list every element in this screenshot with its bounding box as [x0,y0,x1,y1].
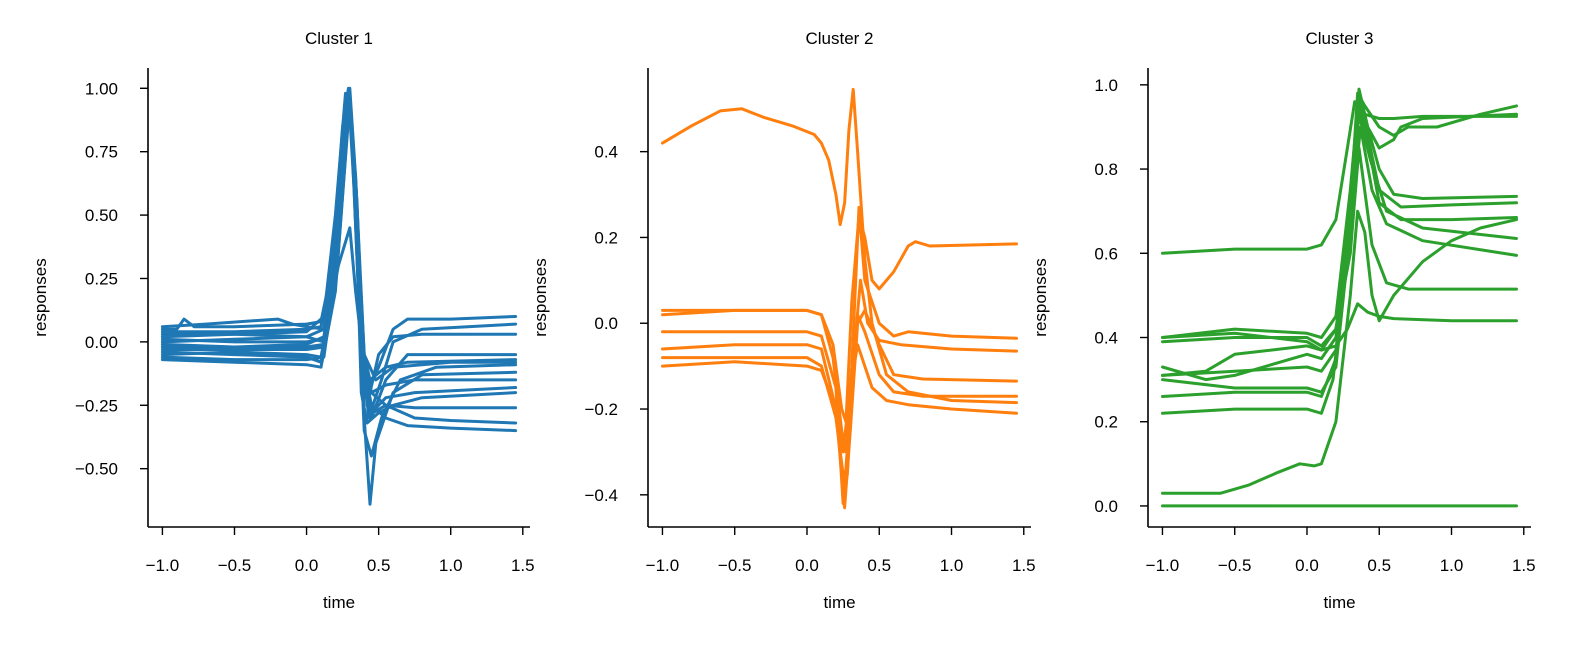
series-line [160,226,518,395]
x-axis-label: time [323,593,355,612]
x-tick-label: 1.0 [439,556,463,575]
y-tick-label: 1.0 [1094,76,1118,95]
y-tick-label: −0.4 [584,486,618,505]
series-line [661,205,1018,454]
x-tick-label: 0.0 [1295,556,1319,575]
y-axis-label: responses [31,258,50,336]
x-tick-label: 1.0 [940,556,964,575]
series-line [160,94,518,415]
x-tick-label: 0.5 [367,556,391,575]
x-tick-label: −0.5 [718,556,752,575]
x-tick-label: 0.0 [295,556,319,575]
subplot-3: −1.0 −0.5 0.0 0.5 1.0 1.5 0.0 0.2 0.4 0.6 0.8 1.0 Cl… [1031,29,1536,612]
y-tick-label: 1.00 [85,79,118,98]
y-tick-label: 0.6 [1094,244,1118,263]
y-tick-label: 0.4 [594,143,618,162]
series-line [1161,302,1518,377]
y-tick-label: 0.2 [594,228,618,247]
x-tick-label: −0.5 [218,556,252,575]
series-line [661,343,1018,454]
y-tick-label: 0.25 [85,269,118,288]
x-tick-label: 1.5 [1012,556,1036,575]
x-tick-label: 0.5 [867,556,891,575]
y-tick-label: −0.50 [75,460,118,479]
y-tick-label: 0.2 [1094,413,1118,432]
series-line [1161,100,1518,255]
series-line [1161,146,1518,352]
y-tick-label: 0.0 [1094,497,1118,516]
series-line [1161,209,1518,495]
series-line [1161,96,1518,394]
series-line [160,89,518,458]
x-tick-label: 1.0 [1440,556,1464,575]
x-tick-label: −0.5 [1218,556,1252,575]
y-axis-label: responses [531,258,550,336]
subplot-title: Cluster 1 [305,29,373,48]
y-axis-label: responses [1031,258,1050,336]
x-tick-label: 0.5 [1367,556,1391,575]
x-tick-label: −1.0 [1146,556,1180,575]
series-line [661,87,1018,405]
y-tick-label: 0.4 [1094,329,1118,348]
y-tick-label: 0.8 [1094,160,1118,179]
y-tick-label: −0.25 [75,396,118,415]
series-line [160,91,518,382]
series-line [661,313,1018,488]
y-tick-label: 0.75 [85,143,118,162]
x-tick-label: 1.5 [511,556,535,575]
x-tick-label: −1.0 [146,556,180,575]
subplot-title: Cluster 2 [805,29,873,48]
subplot-2: −1.0 −0.5 0.0 0.5 1.0 1.5 −0.4 −0.2 0.0 0.2 0.4 Clu… [531,29,1036,612]
subplot-1: −1.0 −0.5 0.0 0.5 1.0 1.5 −0.50 −0.25 0.00 0.25 0.… [31,29,535,612]
x-tick-label: 1.5 [1512,556,1536,575]
series-line [661,214,1018,424]
subplot-title: Cluster 3 [1305,29,1373,48]
y-tick-label: 0.50 [85,206,118,225]
series-line [1161,87,1518,398]
x-tick-label: −1.0 [646,556,680,575]
y-tick-label: 0.00 [85,333,118,352]
y-tick-label: 0.0 [594,314,618,333]
series-line [1161,91,1518,339]
y-tick-label: −0.2 [584,400,618,419]
x-tick-label: 0.0 [795,556,819,575]
x-axis-label: time [1323,593,1355,612]
x-axis-label: time [823,593,855,612]
series-line [661,308,1018,510]
